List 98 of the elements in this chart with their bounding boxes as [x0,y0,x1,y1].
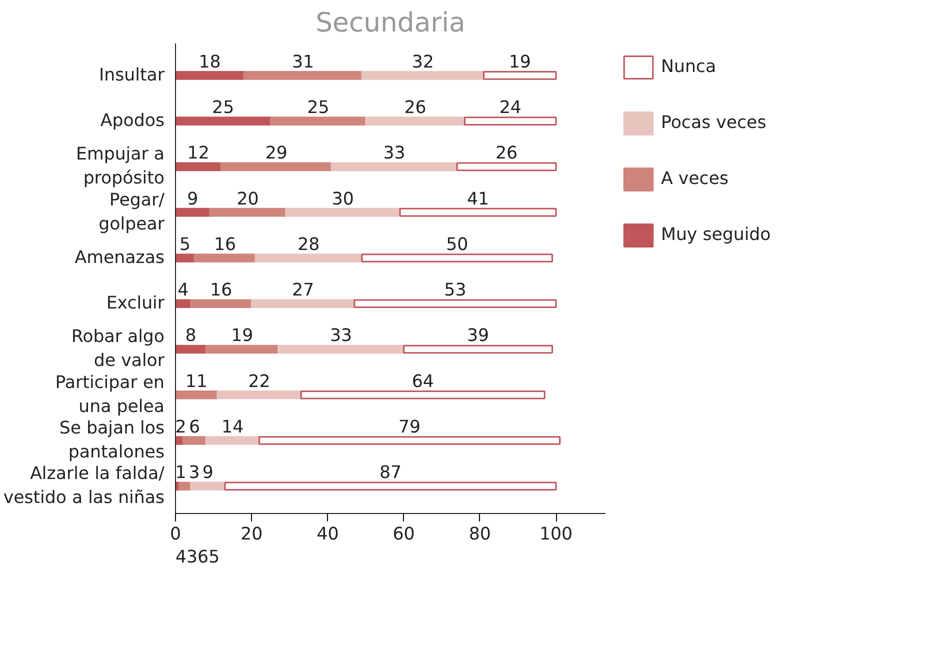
bar [464,116,557,126]
data-label: 31 [292,52,314,72]
data-label: 1 [175,463,186,484]
data-label: 9 [187,189,198,210]
data-label: 28 [298,234,320,255]
x-tick-label: 60 [392,524,415,544]
bar [209,208,287,217]
y-tick-label: Alzarle la falda/ vestido a las niñas [3,464,165,508]
data-label: 2 [175,417,186,438]
data-label: 39 [466,326,490,346]
legend-label: Pocas veces [661,113,766,133]
data-label: 25 [307,98,330,118]
bar [216,390,302,400]
bar [361,254,553,262]
chart-title: Secundaria [316,8,466,38]
bar [190,482,226,491]
data-label: 11 [185,372,208,392]
bar [176,116,272,126]
data-label: 19 [231,326,254,346]
data-label: 30 [332,189,354,210]
data-label: 64 [412,372,434,392]
bar [182,436,207,445]
bar [176,254,196,262]
y-tick-label: Empujar a propósito [76,144,165,189]
bar [300,390,546,400]
y-tick-label: Participar en una pelea [55,372,165,417]
y-tick-label: Insultar [99,65,166,86]
bar [365,116,466,126]
data-label: 79 [398,417,421,438]
bar [270,116,367,126]
bar [254,254,363,262]
data-label: 3 [188,463,200,484]
data-label: 22 [248,372,270,392]
bar [205,344,279,354]
data-label: 32 [412,52,434,72]
bar [456,162,557,172]
data-label: 5 [180,234,191,255]
data-label: 19 [508,52,531,72]
data-label: 8 [185,326,196,346]
y-tick-label: Apodos [100,111,165,132]
bar [399,208,557,217]
text: 4365 [176,548,220,568]
data-label: 16 [214,234,236,255]
bar [176,390,218,400]
bar [178,482,192,491]
bar [277,344,405,354]
data-label: 87 [379,463,402,484]
y-tick-label: Se bajan los pantalones [59,418,165,462]
x-tick-label: 0 [170,524,182,544]
bar [190,299,252,308]
bar [330,162,458,172]
bar [194,254,256,262]
legend-label: Muy seguido [661,225,771,245]
bar [176,71,245,80]
data-label: 41 [466,189,490,210]
bar [220,162,332,172]
data-label: 24 [499,98,522,118]
data-label: 9 [202,463,214,484]
bar [258,436,561,445]
bar [482,71,557,80]
y-tick-label: Excluir [106,294,166,314]
data-label: 33 [383,144,406,164]
data-label: 25 [212,98,234,118]
data-label: 20 [236,189,259,210]
data-label: 29 [265,144,288,164]
bar [224,482,557,491]
x-tick-label: 40 [316,524,339,544]
bar [354,299,557,308]
data-label: 6 [189,417,200,438]
bar [176,208,210,217]
data-label: 50 [446,234,468,255]
data-label: 18 [198,52,221,72]
y-tick-label: Robar algo de valor [71,327,166,372]
x-tick-label: 20 [240,524,263,544]
bar [361,71,484,80]
bar [403,344,553,354]
data-label: 26 [496,144,518,164]
data-label: 33 [330,326,352,346]
data-label: 12 [187,144,210,164]
bar [176,162,222,172]
data-label: 14 [222,417,244,438]
data-label: 16 [210,280,232,301]
bar [176,299,192,308]
data-label: 4 [178,280,189,301]
legend-label: Nunca [661,57,716,77]
x-tick-label: 80 [468,524,491,544]
bar [250,299,356,308]
bar [176,344,207,354]
x-tick-label: 100 [539,524,573,544]
bar [243,71,363,80]
y-tick-label: Pegar/ golpear [98,190,166,234]
bar [285,208,401,217]
bar [205,436,260,445]
data-label: 27 [292,280,314,301]
legend-label: A veces [661,169,728,189]
data-label: 26 [404,98,426,118]
data-label: 53 [444,280,466,301]
y-tick-label: Amenazas [74,248,165,268]
